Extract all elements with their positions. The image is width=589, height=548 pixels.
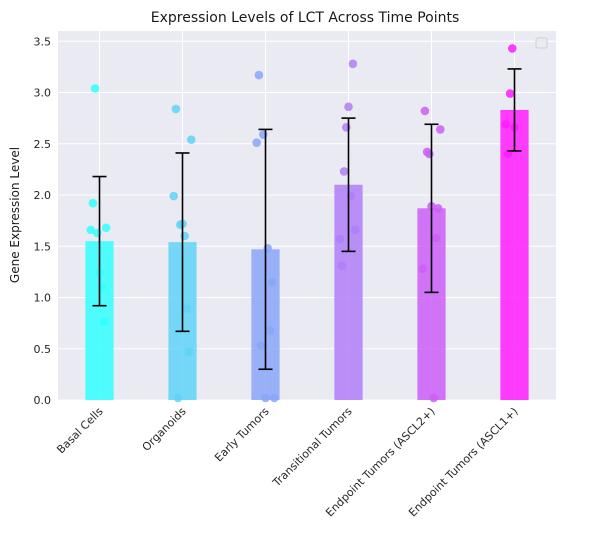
data-point (503, 149, 513, 159)
y-tick-label: 3.5 (34, 35, 52, 48)
x-tick-label: Organoids (140, 405, 189, 454)
data-point (337, 261, 347, 271)
data-point (263, 244, 273, 253)
data-point (252, 138, 261, 148)
data-point (265, 326, 275, 335)
data-point (93, 228, 102, 238)
data-point (505, 89, 515, 98)
data-point (431, 233, 441, 243)
data-point (180, 231, 189, 241)
data-point (101, 223, 111, 233)
y-tick-label: 0.5 (34, 343, 52, 356)
plot-area (58, 31, 556, 400)
data-point (86, 225, 95, 235)
x-tick-label: Basal Cells (54, 405, 106, 457)
data-point (187, 135, 196, 144)
data-point (433, 204, 443, 213)
data-point (99, 317, 109, 327)
data-point (173, 393, 183, 403)
y-tick-label: 2.0 (34, 189, 52, 202)
data-point (259, 130, 268, 139)
data-point (508, 44, 517, 53)
data-point (90, 84, 100, 93)
data-point (182, 304, 192, 314)
y-axis-label: Gene Expression Level (8, 147, 22, 283)
legend-box (535, 37, 548, 49)
data-point (254, 70, 264, 80)
data-point (350, 225, 360, 235)
data-point (88, 198, 98, 208)
bar (500, 109, 529, 401)
data-point (342, 123, 351, 132)
data-point (436, 125, 445, 134)
data-point (97, 282, 106, 292)
data-point (184, 347, 194, 357)
data-point (501, 119, 511, 129)
x-tick-label: Early Tumors (212, 405, 272, 465)
data-point (256, 341, 266, 350)
data-point (339, 167, 349, 176)
data-point (418, 264, 428, 274)
data-point (171, 104, 181, 114)
data-point (267, 277, 277, 287)
data-point (344, 102, 353, 112)
y-tick-label: 2.5 (34, 138, 52, 151)
data-point (420, 106, 430, 116)
data-point (429, 393, 439, 403)
data-point (346, 191, 356, 201)
y-tick-label: 0.0 (34, 394, 52, 407)
data-point (270, 393, 279, 403)
data-point (169, 191, 178, 201)
x-tick-label: Transitional Tumors (270, 405, 355, 490)
data-point (261, 393, 270, 403)
data-point (425, 149, 434, 159)
data-point (335, 234, 345, 244)
y-tick-label: 1.0 (34, 292, 52, 305)
y-tick-label: 1.5 (34, 240, 52, 253)
y-tick-label: 3.0 (34, 87, 52, 100)
chart-title: Expression Levels of LCT Across Time Poi… (151, 10, 460, 26)
data-point (348, 59, 358, 69)
